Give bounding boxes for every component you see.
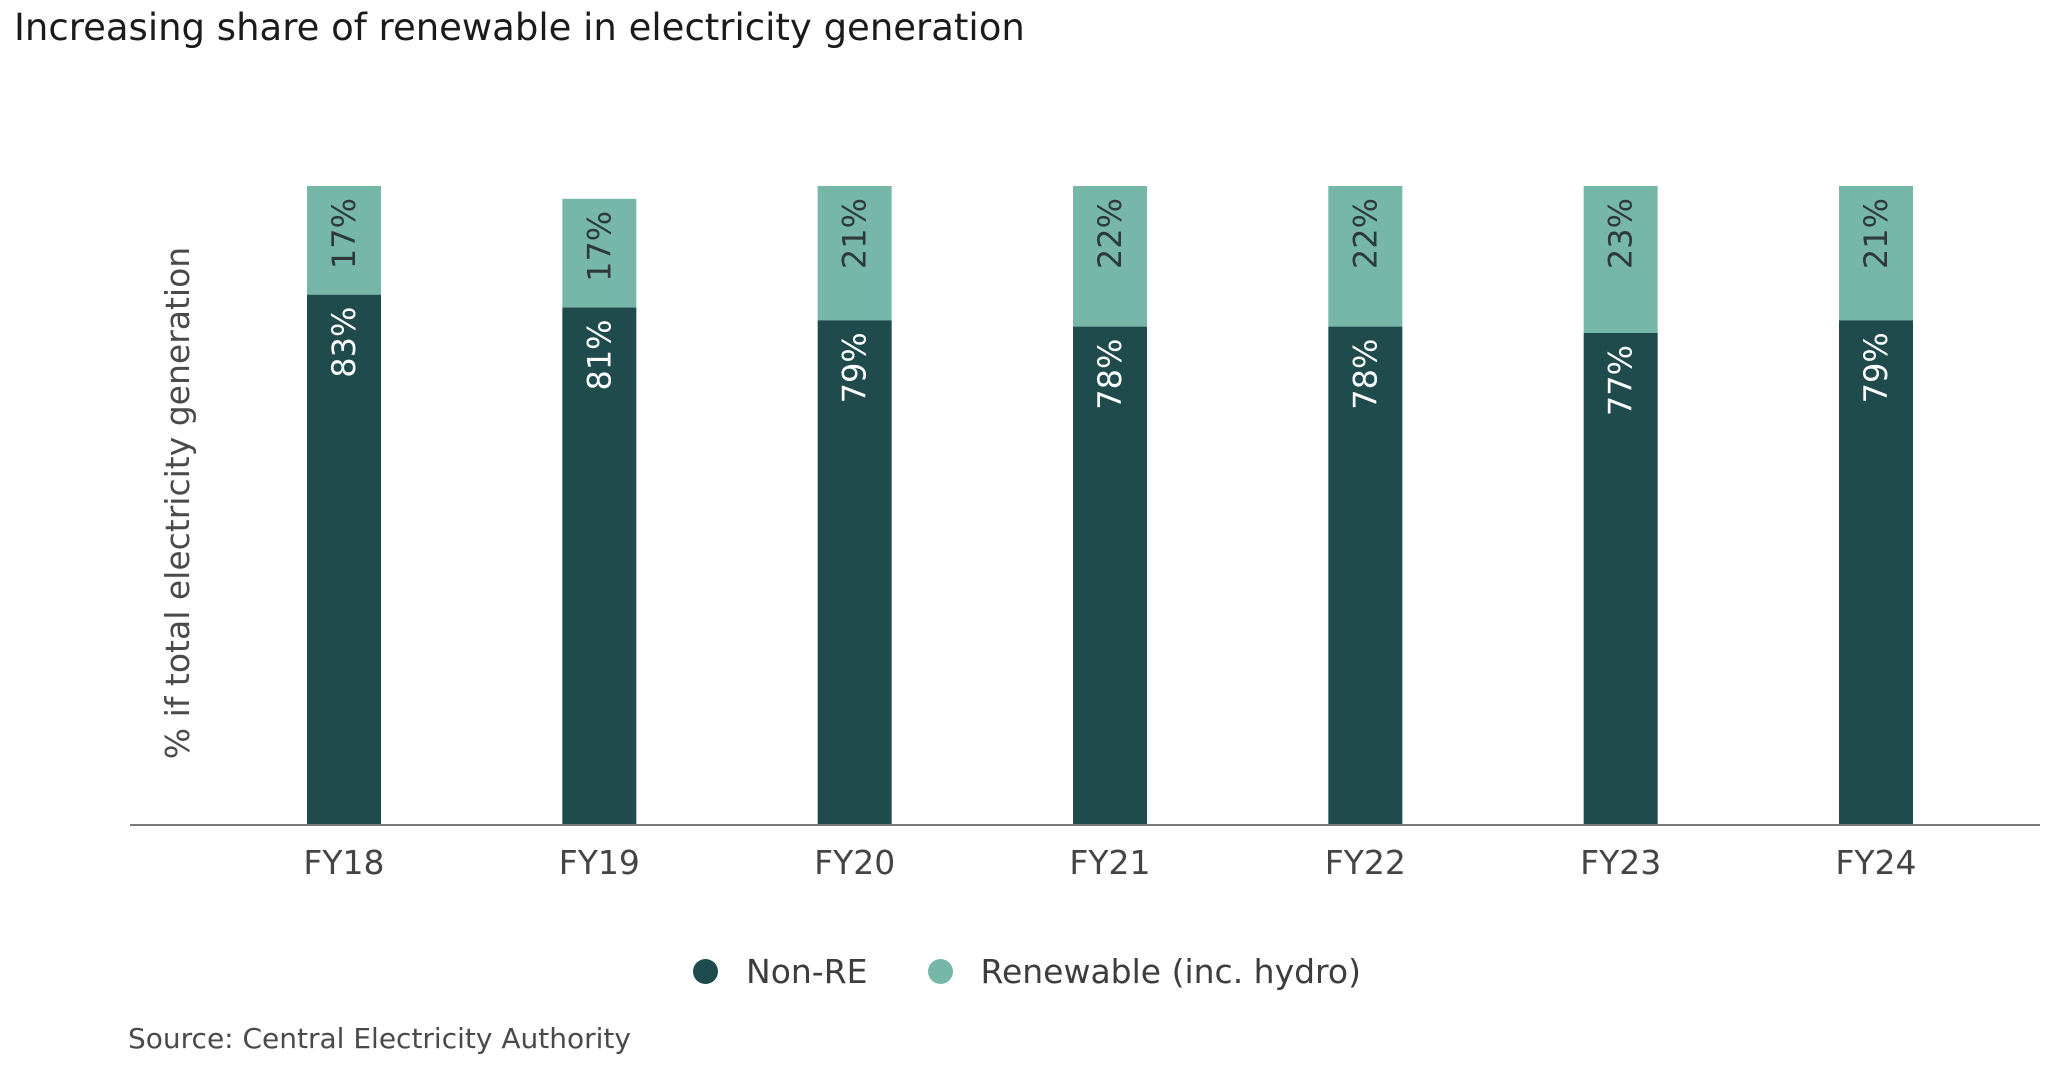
bar-non-re-fy21 [1073,326,1147,825]
legend-item-non-re: Non-RE [693,952,868,991]
bar-renewable-fy19 [562,198,637,308]
data-label-renewable-fy23: 23% [1602,198,1640,269]
data-label-renewable-fy24: 21% [1857,198,1895,269]
bar-non-re-fy24 [1839,320,1913,825]
legend-swatch-renewable [927,959,953,984]
data-label-non-re-fy21: 78% [1091,339,1129,410]
bar-renewable-fy23 [1583,186,1658,333]
data-label-non-re-fy19: 81% [580,319,618,390]
data-label-renewable-fy18: 17% [325,198,363,269]
data-label-renewable-fy21: 22% [1091,198,1129,269]
bar-renewable-fy20 [817,186,892,321]
source-note: Source: Central Electricity Authority [128,1022,631,1055]
y-axis-label: % if total electricity generation [158,246,197,760]
bar-renewable-fy21 [1073,186,1147,327]
data-label-renewable-fy20: 21% [836,198,874,269]
data-label-non-re-fy24: 79% [1857,332,1895,403]
chart-title: Increasing share of renewable in electri… [14,6,1025,49]
x-tick-label-fy21: FY21 [1069,843,1150,882]
legend-label-non-re: Non-RE [746,952,868,991]
x-tick-label-fy24: FY24 [1835,843,1916,882]
x-tick-label-fy18: FY18 [303,843,384,882]
data-label-renewable-fy19: 17% [580,211,618,282]
x-tick-label-fy20: FY20 [814,843,895,882]
bar-renewable-fy24 [1839,186,1913,321]
data-label-non-re-fy22: 78% [1346,339,1384,410]
legend-label-renewable: Renewable (inc. hydro) [980,952,1361,991]
bar-non-re-fy20 [817,320,892,825]
legend-swatch-non-re [693,959,719,984]
bar-non-re-fy23 [1583,332,1658,825]
bar-non-re-fy18 [307,294,381,825]
bar-non-re-fy22 [1328,326,1403,825]
bar-renewable-fy22 [1328,186,1403,327]
x-tick-label-fy22: FY22 [1325,843,1406,882]
data-label-non-re-fy20: 79% [836,332,874,403]
data-label-renewable-fy22: 22% [1346,198,1384,269]
data-label-non-re-fy23: 77% [1602,345,1640,416]
legend: Non-RE Renewable (inc. hydro) [0,952,2054,991]
bar-renewable-fy18 [307,186,381,295]
data-label-non-re-fy18: 83% [325,307,363,378]
bar-non-re-fy19 [562,307,637,825]
x-tick-label-fy19: FY19 [559,843,640,882]
legend-item-renewable: Renewable (inc. hydro) [927,952,1361,991]
x-tick-label-fy23: FY23 [1580,843,1661,882]
